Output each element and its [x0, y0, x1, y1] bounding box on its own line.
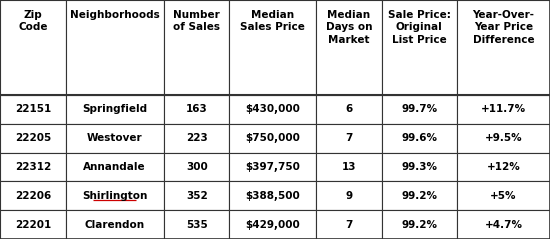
Bar: [229, 181, 316, 210]
Text: +9.5%: +9.5%: [485, 133, 522, 143]
Bar: [0, 210, 65, 239]
Text: Shirlington: Shirlington: [82, 191, 147, 201]
Bar: [382, 181, 457, 210]
Text: 22201: 22201: [15, 220, 51, 230]
Bar: [316, 210, 382, 239]
Bar: [65, 0, 164, 95]
Bar: [164, 124, 229, 152]
Text: $430,000: $430,000: [245, 104, 300, 114]
Bar: [164, 152, 229, 181]
Text: 99.2%: 99.2%: [402, 220, 437, 230]
Text: Neighborhoods: Neighborhoods: [70, 10, 160, 20]
Text: Zip
Code: Zip Code: [18, 10, 47, 33]
Bar: [382, 95, 457, 124]
Text: 99.2%: 99.2%: [402, 191, 437, 201]
Text: Springfield: Springfield: [82, 104, 147, 114]
Bar: [457, 95, 550, 124]
Text: $429,000: $429,000: [245, 220, 300, 230]
Bar: [457, 210, 550, 239]
Bar: [0, 95, 65, 124]
Bar: [229, 0, 316, 95]
Text: 352: 352: [186, 191, 207, 201]
Text: 22312: 22312: [15, 162, 51, 172]
Bar: [65, 152, 164, 181]
Text: 7: 7: [345, 220, 353, 230]
Text: 300: 300: [186, 162, 207, 172]
Text: 99.3%: 99.3%: [402, 162, 437, 172]
Bar: [229, 95, 316, 124]
Bar: [229, 152, 316, 181]
Text: 99.7%: 99.7%: [402, 104, 437, 114]
Text: 22206: 22206: [15, 191, 51, 201]
Text: $388,500: $388,500: [245, 191, 300, 201]
Bar: [65, 95, 164, 124]
Text: Median
Sales Price: Median Sales Price: [240, 10, 305, 33]
Text: Clarendon: Clarendon: [85, 220, 145, 230]
Bar: [316, 124, 382, 152]
Bar: [382, 0, 457, 95]
Text: 99.6%: 99.6%: [402, 133, 437, 143]
Text: 9: 9: [345, 191, 353, 201]
Text: 163: 163: [186, 104, 207, 114]
Bar: [164, 181, 229, 210]
Text: 6: 6: [345, 104, 353, 114]
Text: 223: 223: [186, 133, 207, 143]
Text: +4.7%: +4.7%: [485, 220, 522, 230]
Text: Number
of Sales: Number of Sales: [173, 10, 220, 33]
Text: Year-Over-
Year Price
Difference: Year-Over- Year Price Difference: [472, 10, 535, 45]
Text: +5%: +5%: [490, 191, 517, 201]
Bar: [164, 0, 229, 95]
Bar: [316, 181, 382, 210]
Bar: [382, 210, 457, 239]
Text: Median
Days on
Market: Median Days on Market: [326, 10, 372, 45]
Bar: [65, 124, 164, 152]
Bar: [65, 210, 164, 239]
Bar: [0, 181, 65, 210]
Text: 7: 7: [345, 133, 353, 143]
Text: +11.7%: +11.7%: [481, 104, 526, 114]
Bar: [164, 210, 229, 239]
Bar: [229, 124, 316, 152]
Bar: [0, 152, 65, 181]
Bar: [229, 210, 316, 239]
Bar: [457, 152, 550, 181]
Text: 22151: 22151: [15, 104, 51, 114]
Bar: [316, 152, 382, 181]
Bar: [164, 95, 229, 124]
Text: +12%: +12%: [487, 162, 520, 172]
Bar: [0, 0, 65, 95]
Bar: [316, 0, 382, 95]
Bar: [382, 124, 457, 152]
Text: 22205: 22205: [15, 133, 51, 143]
Bar: [0, 124, 65, 152]
Text: Westover: Westover: [87, 133, 142, 143]
Bar: [457, 124, 550, 152]
Text: 535: 535: [186, 220, 207, 230]
Bar: [65, 181, 164, 210]
Bar: [382, 152, 457, 181]
Text: 13: 13: [342, 162, 356, 172]
Text: $750,000: $750,000: [245, 133, 300, 143]
Bar: [316, 95, 382, 124]
Text: Sale Price:
Original
List Price: Sale Price: Original List Price: [388, 10, 451, 45]
Text: Annandale: Annandale: [84, 162, 146, 172]
Bar: [457, 181, 550, 210]
Bar: [457, 0, 550, 95]
Text: $397,750: $397,750: [245, 162, 300, 172]
